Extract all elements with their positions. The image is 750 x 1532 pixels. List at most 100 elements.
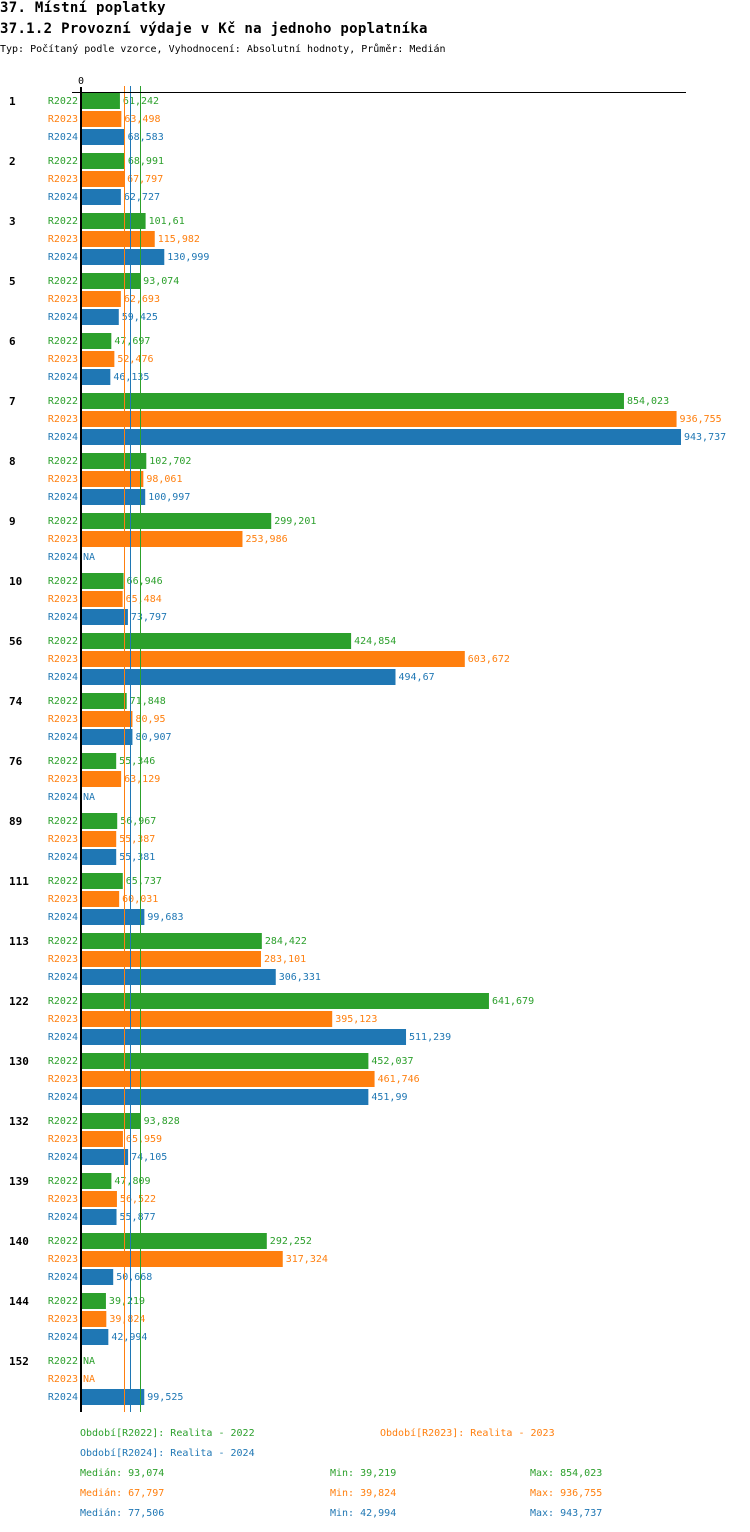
series-label: R2024 <box>48 672 78 683</box>
legend-r2022: Období[R2022]: Realita - 2022 <box>80 1428 255 1439</box>
bar <box>81 651 465 667</box>
median-r2024: Medián: 77,506 <box>80 1508 165 1519</box>
data-label: 68,583 <box>128 132 164 143</box>
series-label: R2022 <box>48 336 78 347</box>
bar <box>81 831 117 847</box>
series-label: R2022 <box>48 1296 78 1307</box>
bar <box>81 633 352 649</box>
series-label: R2022 <box>48 456 78 467</box>
series-label: R2024 <box>48 1392 78 1403</box>
category-label: 2 <box>9 155 16 168</box>
bar <box>81 309 119 325</box>
bar <box>81 1149 129 1165</box>
data-label: 55,381 <box>119 852 155 863</box>
bar <box>81 513 272 529</box>
bar <box>81 1029 407 1045</box>
bar <box>81 1053 369 1069</box>
data-label: 99,525 <box>147 1392 183 1403</box>
category-label: 122 <box>9 995 29 1008</box>
data-label: 62,727 <box>124 192 160 203</box>
bar <box>81 609 128 625</box>
data-label: 47,809 <box>114 1176 150 1187</box>
chart-title: 37.1.2 Provozní výdaje v Kč na jednoho p… <box>0 21 428 37</box>
series-label: R2022 <box>48 816 78 827</box>
series-label: R2024 <box>48 372 78 383</box>
bar <box>81 711 133 727</box>
series-label: R2022 <box>48 276 78 287</box>
bar <box>81 573 124 589</box>
data-label: 93,074 <box>143 276 179 287</box>
category-label: 74 <box>9 695 23 708</box>
median-r2022: Medián: 93,074 <box>80 1468 165 1479</box>
series-label: R2022 <box>48 96 78 107</box>
series-label: R2022 <box>48 1176 78 1187</box>
bar <box>81 933 262 949</box>
data-label: 943,737 <box>684 432 726 443</box>
bar <box>81 969 276 985</box>
category-label: 1 <box>9 95 16 108</box>
series-label: R2022 <box>48 1236 78 1247</box>
data-label: 56,522 <box>120 1194 156 1205</box>
series-label: R2023 <box>48 1374 78 1385</box>
bar <box>81 1251 283 1267</box>
series-label: R2023 <box>48 354 78 365</box>
series-label: R2023 <box>48 894 78 905</box>
data-label: 59,425 <box>122 312 158 323</box>
data-label: 98,061 <box>146 474 182 485</box>
bar <box>81 429 681 445</box>
bar <box>81 1389 145 1405</box>
bar <box>81 1173 112 1189</box>
bar <box>81 1131 123 1147</box>
data-label: 65,737 <box>126 876 162 887</box>
series-label: R2022 <box>48 396 78 407</box>
series-label: R2024 <box>48 852 78 863</box>
bar <box>81 171 125 187</box>
max-r2024: Max: 943,737 <box>530 1508 603 1519</box>
series-label: R2023 <box>48 114 78 125</box>
series-label: R2024 <box>48 1032 78 1043</box>
series-label: R2023 <box>48 1014 78 1025</box>
series-label: R2024 <box>48 552 78 563</box>
bar <box>81 411 677 427</box>
series-label: R2023 <box>48 414 78 425</box>
bar <box>81 591 123 607</box>
data-label: 47,697 <box>114 336 150 347</box>
series-label: R2022 <box>48 1056 78 1067</box>
bar <box>81 291 121 307</box>
data-label: 395,123 <box>335 1014 377 1025</box>
series-label: R2022 <box>48 576 78 587</box>
x-tick-label: 0 <box>78 76 84 87</box>
series-label: R2024 <box>48 912 78 923</box>
data-label: 74,105 <box>131 1152 167 1163</box>
category-label: 56 <box>9 635 23 648</box>
series-label: R2024 <box>48 732 78 743</box>
series-label: R2024 <box>48 612 78 623</box>
bar <box>81 669 396 685</box>
min-r2023: Min: 39,824 <box>330 1488 397 1499</box>
data-label: 115,982 <box>158 234 200 245</box>
data-label: 494,67 <box>398 672 434 683</box>
bar <box>81 993 489 1009</box>
bar <box>81 369 111 385</box>
series-label: R2024 <box>48 1212 78 1223</box>
legend-r2024: Období[R2024]: Realita - 2024 <box>80 1448 255 1459</box>
series-label: R2024 <box>48 192 78 203</box>
bar <box>81 729 133 745</box>
series-label: R2023 <box>48 534 78 545</box>
bar <box>81 1329 109 1345</box>
bar <box>81 873 123 889</box>
min-r2024: Min: 42,994 <box>330 1508 397 1519</box>
data-label: NA <box>83 792 95 803</box>
data-label: 424,854 <box>354 636 396 647</box>
series-label: R2022 <box>48 756 78 767</box>
bar <box>81 951 261 967</box>
bar <box>81 1209 117 1225</box>
min-r2022: Min: 39,219 <box>330 1468 397 1479</box>
bar <box>81 1191 117 1207</box>
series-label: R2024 <box>48 432 78 443</box>
data-label: 451,99 <box>371 1092 407 1103</box>
category-label: 3 <box>9 215 16 228</box>
data-label: 461,746 <box>378 1074 420 1085</box>
data-label: 46,135 <box>113 372 149 383</box>
bar <box>81 93 120 109</box>
